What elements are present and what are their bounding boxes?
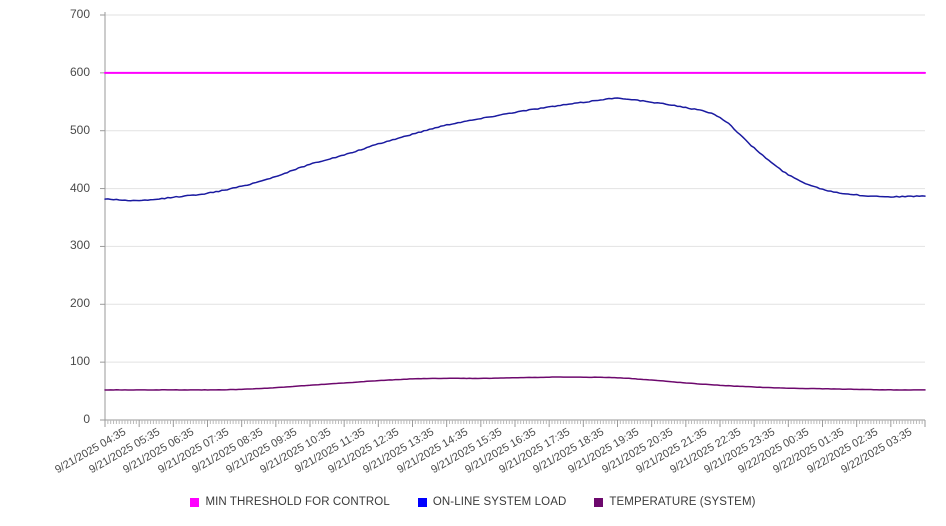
legend-swatch-icon (594, 497, 604, 507)
y-axis-tick-label: 400 (69, 180, 90, 195)
y-axis-tick-label: 0 (83, 412, 90, 426)
y-axis-tick-label: 100 (69, 354, 90, 369)
chart-legend: MIN THRESHOLD FOR CONTROL ON-LINE SYSTEM … (0, 496, 946, 508)
legend-item[interactable]: ON-LINE SYSTEM LOAD (417, 496, 567, 508)
legend-swatch-icon (417, 497, 427, 507)
legend-swatch-icon (190, 497, 200, 507)
legend-label: ON-LINE SYSTEM LOAD (432, 496, 567, 508)
series-line-on-line-system-load (104, 97, 926, 202)
y-axis-tick-label: 600 (69, 64, 90, 79)
legend-label: TEMPERATURE (SYSTEM) (609, 496, 756, 508)
series-line-temperature-system (104, 376, 926, 391)
y-axis-tick-label: 500 (69, 122, 90, 137)
legend-label: MIN THRESHOLD FOR CONTROL (205, 496, 390, 508)
legend-item[interactable]: MIN THRESHOLD FOR CONTROL (190, 496, 390, 508)
y-axis-tick-label: 200 (69, 296, 90, 311)
legend-item[interactable]: TEMPERATURE (SYSTEM) (594, 496, 755, 508)
y-axis-tick-label: 700 (69, 7, 90, 21)
y-axis-tick-label: 300 (69, 238, 90, 253)
